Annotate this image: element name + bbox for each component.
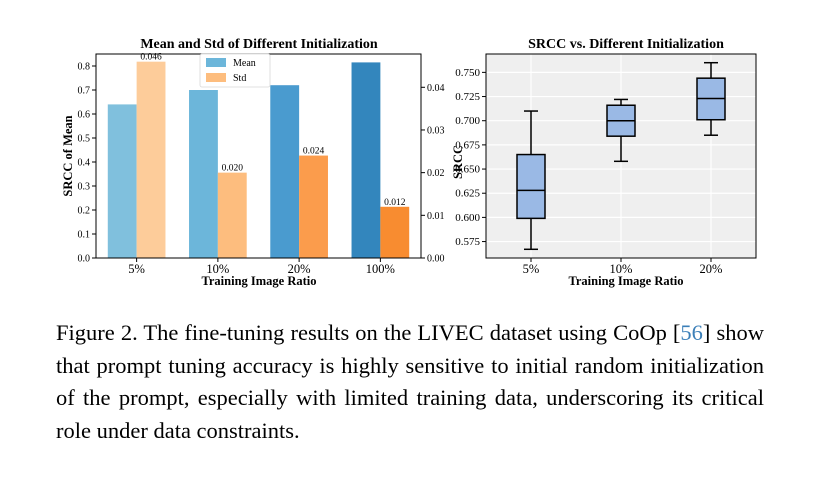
box-y-tick-label: 0.725: [455, 91, 480, 103]
bar-x-tick-label: 10%: [206, 262, 229, 276]
bar-right-tick-label: 0.03: [427, 125, 445, 136]
bar-legend: Mean Std: [199, 53, 271, 88]
bar-chart-xlabel: Training Image Ratio: [201, 274, 316, 288]
bar-y-tick-label: 0.5: [78, 134, 91, 145]
bar-right-tick-label: 0.01: [427, 211, 445, 222]
bar-std-data-label: 0.046: [140, 53, 162, 63]
figure-caption: Figure 2. The fine-tuning results on the…: [56, 317, 764, 447]
box-chart: SRCC vs. Different Initialization 0.5750…: [451, 37, 757, 288]
bar-mean: [270, 85, 300, 258]
box-y-tick-label: 0.625: [455, 188, 480, 200]
legend-label-std: Std: [233, 73, 246, 84]
bar-std-data-label: 0.024: [303, 147, 325, 157]
box-plot-frame: [485, 53, 757, 259]
bar-std: [136, 61, 166, 258]
box-y-tick-label: 0.700: [455, 115, 480, 127]
bar-mean: [351, 62, 381, 259]
bar-right-axis-ticks: 0.00 0.01 0.02 0.03 0.04: [421, 83, 445, 265]
box-x-tick-label: 10%: [610, 262, 633, 276]
bar-y-tick-label: 0.1: [78, 230, 91, 241]
bar-right-tick-label: 0.02: [427, 168, 445, 179]
bar-chart-ylabel: SRCC of Mean: [61, 115, 75, 196]
box-x-axis-ticks: 5% 10% 20%: [523, 258, 723, 276]
bar-right-tick-label: 0.00: [427, 254, 445, 265]
bar-x-tick-label: 5%: [128, 262, 145, 276]
box-iqr: [516, 153, 546, 220]
box-y-tick-label: 0.600: [455, 212, 480, 224]
bar-y-tick-label: 0.8: [78, 62, 91, 73]
bar-series: 0.046 0.020 0.024 0.012: [107, 53, 410, 259]
bar-chart: Mean and Std of Different Initialization…: [61, 37, 445, 288]
bar-x-tick-label: 20%: [288, 262, 311, 276]
caption-text-start: Figure 2. The fine-tuning results on the…: [56, 320, 681, 345]
caption-text-end: ] show that prompt tuning accuracy is hi…: [56, 320, 764, 443]
box-series: [516, 61, 726, 251]
legend-swatch-mean: [206, 58, 226, 67]
bar-chart-title: Mean and Std of Different Initialization: [140, 37, 378, 52]
bar-y-tick-label: 0.2: [78, 206, 91, 217]
citation-link[interactable]: 56: [680, 320, 703, 345]
box-y-tick-label: 0.750: [455, 67, 480, 79]
box-chart-xlabel: Training Image Ratio: [568, 274, 683, 288]
box-chart-ylabel: SRCC: [451, 145, 465, 179]
box-y-axis-ticks: 0.575 0.600 0.625 0.650 0.675 0.700 0.725 0.750: [455, 67, 486, 248]
bar-y-tick-label: 0.4: [78, 158, 91, 169]
legend-swatch-std: [206, 73, 226, 82]
bar-std: [299, 155, 328, 258]
bar-mean: [107, 104, 137, 259]
bar-x-tick-label: 100%: [366, 262, 395, 276]
bar-std: [217, 172, 247, 258]
box-chart-title: SRCC vs. Different Initialization: [528, 37, 724, 52]
box-y-tick-label: 0.650: [455, 164, 480, 176]
box-y-tick-label: 0.675: [455, 139, 480, 151]
bar-std: [380, 206, 410, 258]
box-x-tick-label: 5%: [523, 262, 540, 276]
bar-y-axis-ticks: 0.0 0.1 0.2 0.3 0.4 0.5 0.6 0.7 0.8: [78, 62, 96, 265]
bar-right-tick-label: 0.04: [427, 83, 445, 94]
legend-label-mean: Mean: [233, 58, 256, 69]
bar-y-tick-label: 0.7: [78, 86, 91, 97]
bar-x-axis-ticks: 5% 10% 20% 100%: [128, 258, 395, 276]
bar-std-data-label: 0.020: [222, 164, 244, 174]
bar-y-tick-label: 0.3: [78, 182, 91, 193]
bar-y-tick-label: 0.0: [78, 254, 91, 265]
box-x-tick-label: 20%: [700, 262, 723, 276]
bar-mean: [189, 90, 218, 258]
box-y-tick-label: 0.575: [455, 236, 480, 248]
bar-std-data-label: 0.012: [384, 198, 406, 208]
bar-y-tick-label: 0.6: [78, 110, 91, 121]
